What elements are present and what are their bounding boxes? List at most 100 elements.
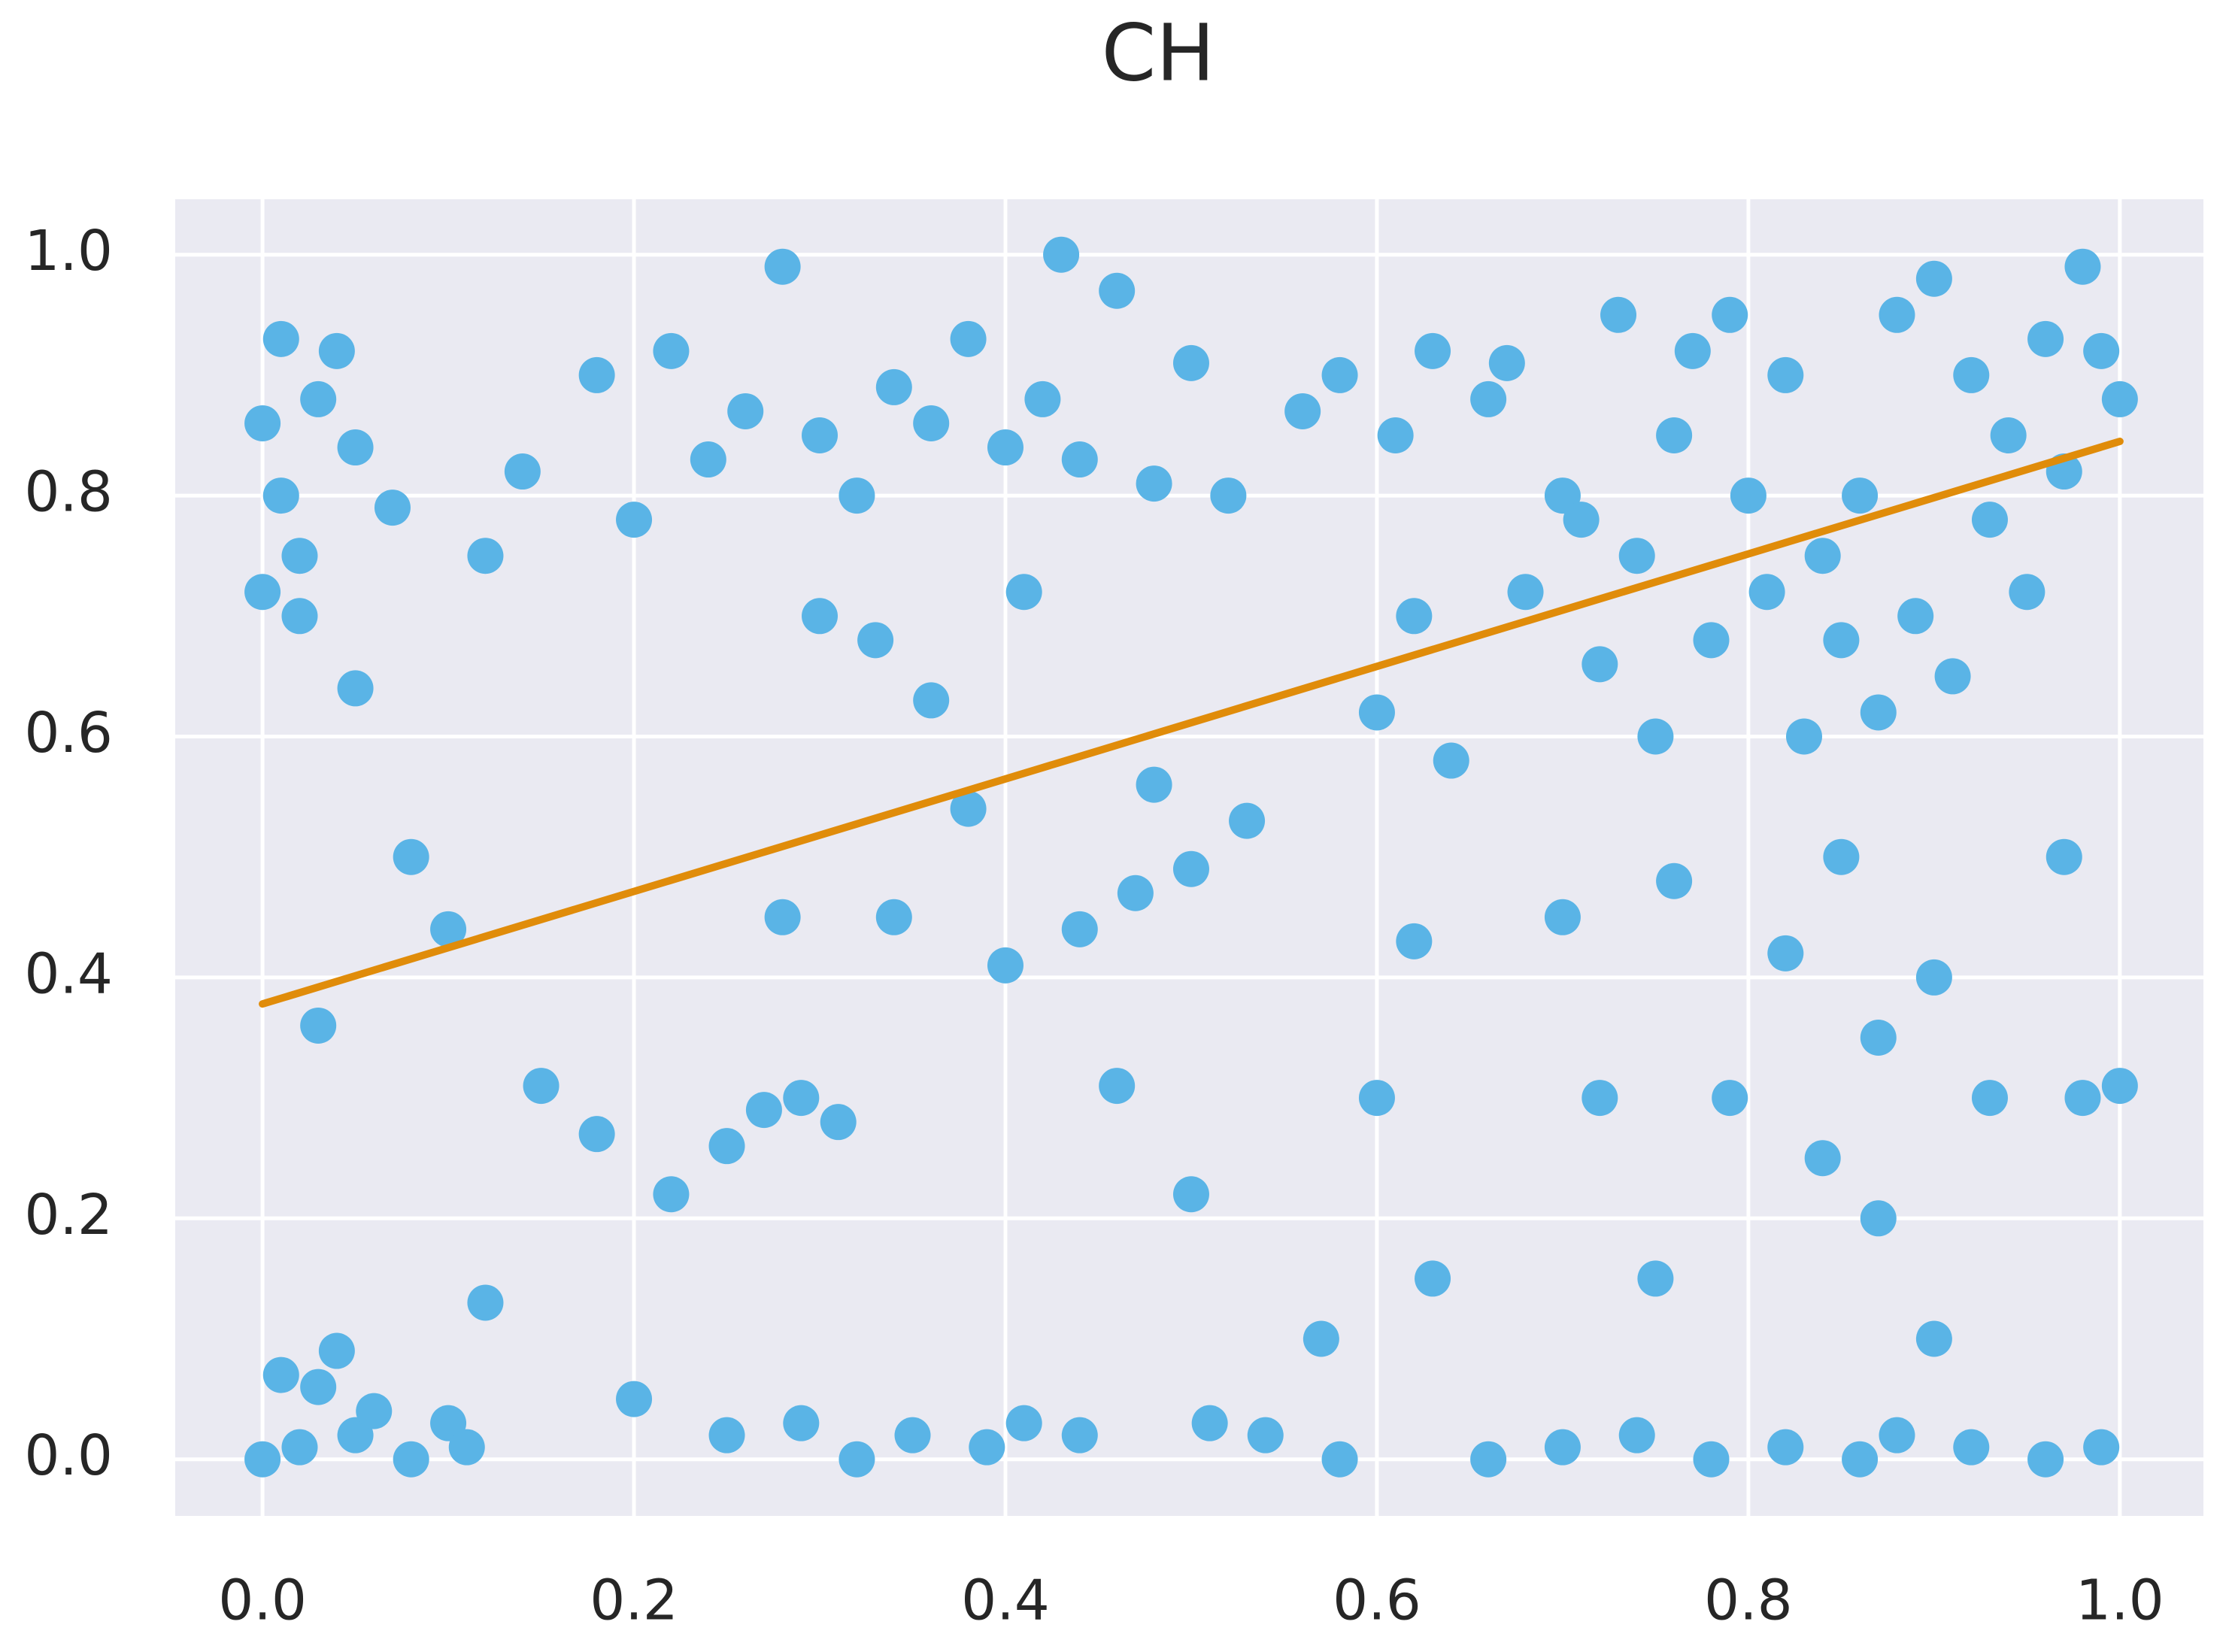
- scatter-point: [1990, 417, 2027, 453]
- scatter-point: [1099, 1068, 1136, 1105]
- scatter-point: [708, 1128, 745, 1165]
- scatter-point: [244, 405, 281, 441]
- scatter-point: [1136, 465, 1172, 502]
- scatter-point: [1860, 1020, 1897, 1056]
- scatter-point: [2027, 320, 2064, 357]
- scatter-point: [504, 453, 541, 490]
- scatter-point: [1915, 1320, 1952, 1357]
- scatter-point: [1693, 622, 1730, 659]
- y-tick-label: 0.8: [24, 460, 113, 525]
- scatter-point: [969, 1429, 1005, 1466]
- scatter-point: [281, 1429, 318, 1466]
- scatter-point: [950, 790, 987, 827]
- scatter-point: [1061, 1417, 1098, 1453]
- scatter-point: [1396, 923, 1433, 959]
- scatter-point: [430, 911, 467, 947]
- scatter-point: [448, 1429, 485, 1466]
- scatter-point: [467, 538, 504, 574]
- scatter-point: [1748, 574, 1785, 611]
- scatter-point: [281, 598, 318, 635]
- scatter-point: [1842, 1441, 1879, 1478]
- scatter-point: [1172, 1176, 1209, 1213]
- scatter-point: [727, 393, 764, 429]
- scatter-point: [820, 1104, 857, 1141]
- scatter-point: [1712, 296, 1748, 333]
- scatter-point: [1971, 502, 2008, 538]
- scatter-point: [1915, 959, 1952, 996]
- scatter-point: [578, 1116, 615, 1153]
- scatter-point: [1396, 598, 1433, 635]
- scatter-point: [337, 429, 374, 466]
- scatter-point: [1934, 658, 1971, 695]
- scatter-point: [374, 490, 411, 526]
- scatter-point: [1172, 344, 1209, 381]
- scatter-point: [2083, 332, 2120, 369]
- scatter-point: [1061, 441, 1098, 478]
- scatter-point: [987, 947, 1024, 984]
- y-tick-label: 0.0: [24, 1423, 113, 1488]
- scatter-point: [2027, 1441, 2064, 1478]
- scatter-point: [764, 899, 801, 935]
- scatter-point: [467, 1284, 504, 1321]
- scatter-point: [1823, 838, 1860, 875]
- scatter-point: [356, 1393, 393, 1429]
- scatter-point: [1618, 538, 1655, 574]
- scatter-point: [523, 1068, 560, 1105]
- x-tick-label: 1.0: [2076, 1569, 2164, 1633]
- scatter-point: [764, 248, 801, 285]
- scatter-point: [2009, 574, 2045, 611]
- scatter-point: [1099, 272, 1136, 309]
- scatter-point: [244, 1441, 281, 1478]
- scatter-point: [839, 477, 875, 514]
- scatter-point: [1971, 1080, 2008, 1117]
- y-tick-label: 0.4: [24, 941, 113, 1006]
- scatter-point: [1582, 1080, 1618, 1117]
- scatter-point: [1043, 236, 1080, 273]
- scatter-point: [857, 622, 894, 659]
- scatter-point: [2083, 1429, 2120, 1466]
- scatter-point: [913, 682, 950, 719]
- scatter-point: [1915, 260, 1952, 297]
- scatter-point: [1879, 1417, 1915, 1453]
- scatter-point: [1897, 598, 1934, 635]
- scatter-point: [1210, 477, 1247, 514]
- scatter-point: [337, 670, 374, 707]
- x-tick-label: 0.2: [590, 1569, 678, 1633]
- scatter-point: [783, 1405, 820, 1441]
- scatter-point: [1618, 1417, 1655, 1453]
- scatter-point: [393, 1441, 429, 1478]
- scatter-point: [578, 356, 615, 393]
- scatter-point: [894, 1417, 931, 1453]
- scatter-point: [281, 538, 318, 574]
- scatter-point: [2064, 248, 2101, 285]
- scatter-point: [1303, 1320, 1339, 1357]
- scatter-point: [1415, 1260, 1451, 1297]
- scatter-point: [1005, 574, 1042, 611]
- scatter-point: [1024, 380, 1061, 417]
- scatter-point: [1860, 694, 1897, 731]
- y-tick-label: 1.0: [24, 219, 113, 283]
- x-tick-label: 0.8: [1704, 1569, 1793, 1633]
- scatter-point: [1377, 417, 1414, 453]
- scatter-point: [1712, 1080, 1748, 1117]
- scatter-point: [1191, 1405, 1228, 1441]
- scatter-point: [262, 1356, 299, 1393]
- scatter-point: [913, 405, 950, 441]
- scatter-point: [653, 332, 690, 369]
- scatter-point: [653, 1176, 690, 1213]
- scatter-point: [1544, 1429, 1581, 1466]
- x-tick-label: 0.6: [1333, 1569, 1421, 1633]
- x-tick-label: 0.4: [961, 1569, 1050, 1633]
- scatter-point: [1005, 1405, 1042, 1441]
- scatter-point: [1842, 477, 1879, 514]
- scatter-point: [300, 1007, 337, 1044]
- scatter-point: [1284, 393, 1321, 429]
- scatter-point: [1637, 718, 1674, 755]
- scatter-point: [1785, 718, 1822, 755]
- scatter-point: [262, 320, 299, 357]
- scatter-point: [875, 368, 912, 405]
- scatter-point: [1767, 1429, 1804, 1466]
- scatter-point: [987, 429, 1024, 466]
- scatter-point: [1488, 344, 1525, 381]
- scatter-point: [690, 441, 726, 478]
